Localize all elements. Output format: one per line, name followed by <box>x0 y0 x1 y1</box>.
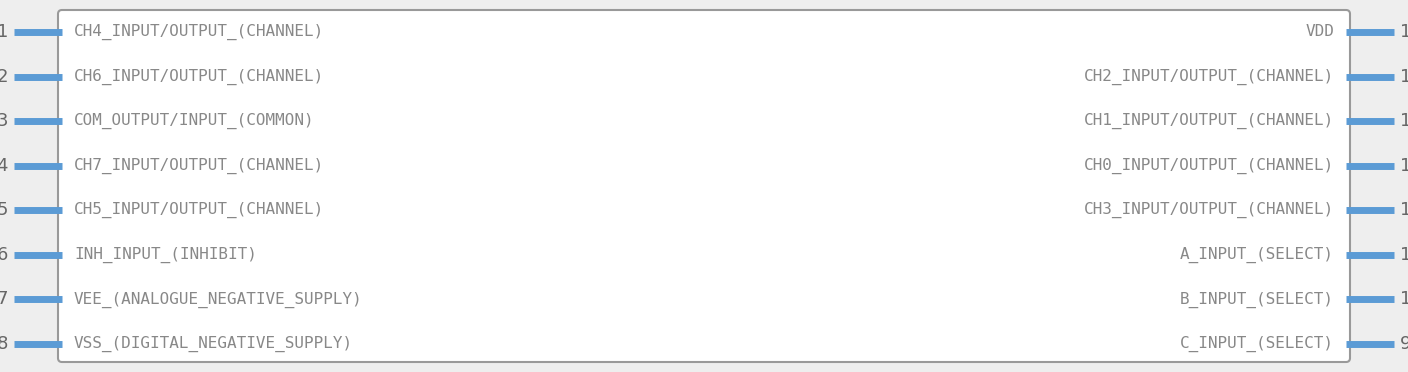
Text: B_INPUT_(SELECT): B_INPUT_(SELECT) <box>1180 291 1333 308</box>
Text: 16: 16 <box>1400 23 1408 41</box>
Text: VDD: VDD <box>1305 25 1333 39</box>
Text: CH5_INPUT/OUTPUT_(CHANNEL): CH5_INPUT/OUTPUT_(CHANNEL) <box>75 202 324 218</box>
Text: 8: 8 <box>0 335 8 353</box>
Text: CH3_INPUT/OUTPUT_(CHANNEL): CH3_INPUT/OUTPUT_(CHANNEL) <box>1084 202 1333 218</box>
Text: INH_INPUT_(INHIBIT): INH_INPUT_(INHIBIT) <box>75 247 256 263</box>
Text: VEE_(ANALOGUE_NEGATIVE_SUPPLY): VEE_(ANALOGUE_NEGATIVE_SUPPLY) <box>75 291 363 308</box>
Text: CH1_INPUT/OUTPUT_(CHANNEL): CH1_INPUT/OUTPUT_(CHANNEL) <box>1084 113 1333 129</box>
Text: A_INPUT_(SELECT): A_INPUT_(SELECT) <box>1180 247 1333 263</box>
Text: 15: 15 <box>1400 68 1408 86</box>
Text: 7: 7 <box>0 291 8 308</box>
Text: VSS_(DIGITAL_NEGATIVE_SUPPLY): VSS_(DIGITAL_NEGATIVE_SUPPLY) <box>75 336 353 352</box>
Text: CH2_INPUT/OUTPUT_(CHANNEL): CH2_INPUT/OUTPUT_(CHANNEL) <box>1084 68 1333 85</box>
Text: 11: 11 <box>1400 246 1408 264</box>
Text: CH6_INPUT/OUTPUT_(CHANNEL): CH6_INPUT/OUTPUT_(CHANNEL) <box>75 68 324 85</box>
Text: C_INPUT_(SELECT): C_INPUT_(SELECT) <box>1180 336 1333 352</box>
Text: 1: 1 <box>0 23 8 41</box>
Text: 12: 12 <box>1400 201 1408 219</box>
FancyBboxPatch shape <box>58 10 1350 362</box>
Text: 4: 4 <box>0 157 8 175</box>
Text: 14: 14 <box>1400 112 1408 130</box>
Text: 3: 3 <box>0 112 8 130</box>
Text: 13: 13 <box>1400 157 1408 175</box>
Text: CH4_INPUT/OUTPUT_(CHANNEL): CH4_INPUT/OUTPUT_(CHANNEL) <box>75 24 324 40</box>
Text: 6: 6 <box>0 246 8 264</box>
Text: 10: 10 <box>1400 291 1408 308</box>
Text: CH0_INPUT/OUTPUT_(CHANNEL): CH0_INPUT/OUTPUT_(CHANNEL) <box>1084 158 1333 174</box>
Text: 9: 9 <box>1400 335 1408 353</box>
Text: CH7_INPUT/OUTPUT_(CHANNEL): CH7_INPUT/OUTPUT_(CHANNEL) <box>75 158 324 174</box>
Text: 2: 2 <box>0 68 8 86</box>
Text: 5: 5 <box>0 201 8 219</box>
Text: COM_OUTPUT/INPUT_(COMMON): COM_OUTPUT/INPUT_(COMMON) <box>75 113 314 129</box>
